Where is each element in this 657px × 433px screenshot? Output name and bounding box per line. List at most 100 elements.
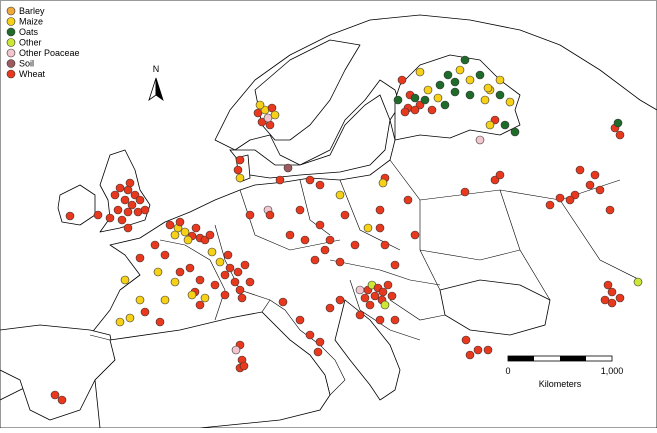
legend-label: Wheat: [19, 69, 46, 79]
sample-point: [355, 310, 365, 320]
sample-point: [480, 95, 490, 105]
sample-point: [185, 263, 195, 273]
sample-point: [380, 300, 390, 310]
sample-point: [435, 80, 445, 90]
sample-point: [257, 117, 267, 127]
sample-point: [123, 207, 133, 217]
sample-point: [237, 293, 247, 303]
legend-label: Other: [19, 38, 42, 48]
sample-points: [50, 55, 643, 405]
sample-point: [135, 195, 145, 205]
sample-point: [600, 295, 610, 305]
sample-point: [313, 347, 323, 357]
sample-point: [505, 97, 515, 107]
legend-label: Other Poaceae: [19, 48, 80, 58]
arrow-right: [155, 77, 164, 102]
black-sea: [439, 279, 551, 336]
sample-point: [125, 178, 135, 188]
legend-marker: [6, 69, 16, 79]
sample-point: [465, 350, 475, 360]
sample-point: [360, 293, 370, 303]
sample-point: [230, 277, 240, 287]
sample-point: [285, 230, 295, 240]
sample-point: [320, 245, 330, 255]
sample-point: [363, 223, 373, 233]
sample-point: [335, 190, 345, 200]
sample-point: [93, 210, 103, 220]
legend-marker: [6, 27, 16, 37]
sample-point: [270, 110, 280, 120]
sample-point: [633, 277, 643, 287]
sample-point: [450, 87, 460, 97]
sample-point: [115, 183, 125, 193]
sample-point: [135, 295, 145, 305]
sample-point: [105, 213, 115, 223]
sample-point: [603, 280, 613, 290]
sample-point: [225, 263, 235, 273]
sample-point: [180, 227, 190, 237]
north-arrow: N: [148, 64, 164, 102]
sample-point: [443, 70, 453, 80]
sample-point: [170, 277, 180, 287]
sample-point: [127, 200, 137, 210]
sample-point: [475, 135, 485, 145]
legend-marker: [6, 48, 16, 58]
sample-point: [375, 315, 385, 325]
sample-point: [175, 217, 185, 227]
sample-point: [387, 291, 397, 301]
sample-point: [325, 235, 335, 245]
sample-point: [590, 170, 600, 180]
sample-point: [233, 165, 243, 175]
sample-point: [153, 267, 163, 277]
sample-point: [485, 120, 495, 130]
sample-point: [420, 95, 430, 105]
legend-marker: [6, 38, 16, 47]
sample-point: [305, 330, 315, 340]
sample-point: [433, 93, 443, 103]
sample-point: [510, 127, 520, 137]
sample-point: [410, 93, 420, 103]
sample-point: [500, 120, 510, 130]
sample-point: [350, 240, 360, 250]
sample-point: [135, 253, 145, 263]
sample-point: [175, 267, 185, 277]
sample-point: [440, 100, 450, 110]
sample-point: [195, 300, 205, 310]
sample-point: [465, 90, 475, 100]
legend-label: Barley: [19, 6, 45, 16]
sample-point: [605, 205, 615, 215]
sample-point: [383, 280, 393, 290]
sample-point: [140, 205, 150, 215]
sample-point: [410, 105, 420, 115]
sample-point: [65, 211, 75, 221]
sample-point: [235, 285, 245, 295]
sample-point: [315, 220, 325, 230]
adriatic: [334, 299, 401, 401]
sample-point: [117, 215, 127, 225]
sample-point: [275, 175, 285, 185]
sample-point: [615, 130, 625, 140]
scandinavia-peninsula: [254, 39, 361, 141]
sample-point: [495, 75, 505, 85]
sample-point: [195, 275, 205, 285]
sample-point: [295, 315, 305, 325]
sample-point: [565, 195, 575, 205]
sample-point: [355, 285, 365, 295]
sample-point: [370, 291, 380, 301]
sample-point: [283, 163, 293, 173]
sample-point: [140, 307, 150, 317]
sample-point: [215, 257, 225, 267]
sample-point: [335, 257, 345, 267]
sample-point: [315, 180, 325, 190]
sample-point: [160, 295, 170, 305]
sample-point: [340, 210, 350, 220]
sample-point: [245, 210, 255, 220]
sample-point: [210, 280, 220, 290]
sample-point: [235, 155, 245, 165]
sample-point: [255, 100, 265, 110]
sample-point: [123, 223, 133, 233]
sample-point: [410, 230, 420, 240]
sample-point: [595, 185, 605, 195]
legend-marker: [6, 17, 16, 26]
sample-point: [455, 65, 465, 75]
